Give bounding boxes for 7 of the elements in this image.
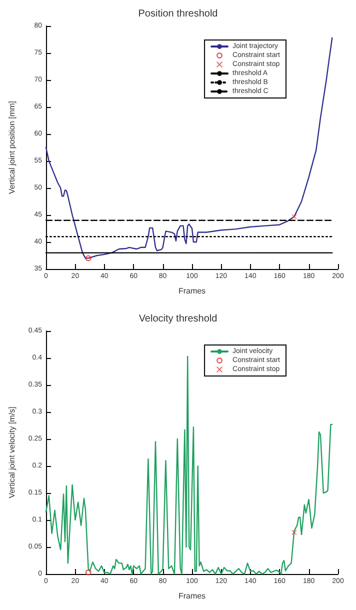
chart-title: Position threshold bbox=[138, 8, 218, 20]
chart-title: Velocity threshold bbox=[138, 314, 218, 324]
y-axis-title: Vertical joint velocity [m/s] bbox=[8, 406, 16, 498]
x-axis-title: Frames bbox=[178, 286, 206, 296]
y-axis-title: Vertical joint position [mm] bbox=[8, 101, 16, 194]
x-axis-title: Frames bbox=[178, 592, 206, 600]
line-series bbox=[45, 356, 333, 575]
